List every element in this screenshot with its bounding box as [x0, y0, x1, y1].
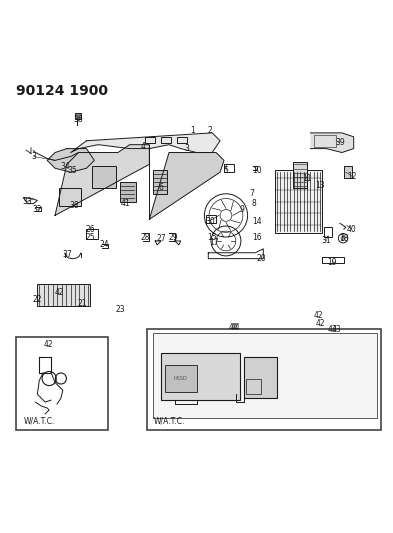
Text: 29: 29: [168, 232, 178, 241]
Text: 39: 39: [335, 138, 345, 147]
Bar: [37, 284, 90, 306]
Text: 90124 1900: 90124 1900: [16, 84, 108, 98]
Polygon shape: [310, 133, 354, 152]
Bar: [153, 170, 167, 194]
Text: 3: 3: [31, 152, 36, 161]
Text: 23: 23: [115, 305, 125, 314]
Bar: [344, 166, 352, 178]
Text: 40: 40: [347, 225, 356, 233]
Text: 8: 8: [251, 199, 256, 208]
Bar: [244, 357, 277, 398]
Bar: [147, 329, 381, 430]
Text: 42: 42: [316, 319, 325, 328]
Text: 15: 15: [208, 232, 217, 241]
Text: 44: 44: [231, 323, 241, 332]
Text: 44: 44: [229, 323, 239, 332]
Text: 38: 38: [70, 201, 79, 210]
Bar: [153, 333, 377, 418]
Text: HSSD: HSSD: [174, 376, 187, 381]
Bar: [75, 113, 81, 119]
Bar: [165, 365, 196, 392]
Text: 43: 43: [327, 325, 337, 334]
Bar: [293, 163, 307, 188]
Text: 19: 19: [327, 258, 337, 267]
Text: 17: 17: [209, 238, 219, 247]
Bar: [16, 337, 108, 430]
Text: 42: 42: [43, 340, 53, 349]
Text: 12: 12: [347, 172, 356, 181]
Text: 1: 1: [190, 126, 195, 135]
Polygon shape: [71, 133, 220, 152]
Text: 20: 20: [257, 254, 266, 263]
Bar: [324, 227, 332, 237]
Text: W/A.T.C.: W/A.T.C.: [153, 417, 185, 426]
Polygon shape: [149, 152, 224, 220]
Text: 22: 22: [33, 295, 42, 304]
Text: 42: 42: [314, 311, 323, 320]
Bar: [92, 166, 116, 188]
Text: 41: 41: [121, 199, 130, 208]
Text: 25: 25: [86, 232, 95, 241]
Text: 30: 30: [206, 217, 215, 226]
Text: 14: 14: [253, 217, 262, 226]
Text: 13: 13: [316, 181, 325, 190]
Text: 4: 4: [141, 142, 146, 151]
Text: 5: 5: [224, 166, 228, 175]
Text: 34: 34: [60, 162, 70, 171]
Text: 37: 37: [62, 250, 72, 259]
Text: 31: 31: [321, 237, 331, 246]
Text: 21: 21: [78, 300, 87, 308]
Bar: [145, 137, 155, 143]
Bar: [314, 135, 336, 147]
Text: 43: 43: [331, 325, 341, 334]
Text: 16: 16: [253, 232, 262, 241]
Bar: [275, 170, 322, 233]
Text: 27: 27: [156, 235, 166, 244]
Polygon shape: [47, 149, 94, 172]
Text: 9: 9: [239, 205, 244, 214]
Bar: [59, 188, 81, 206]
Text: 6: 6: [159, 183, 163, 192]
Bar: [206, 215, 216, 223]
Text: 35: 35: [68, 166, 77, 175]
Text: W/A.T.C.: W/A.T.C.: [24, 417, 55, 426]
Text: 24: 24: [99, 240, 109, 249]
Text: 33: 33: [23, 197, 32, 206]
Text: 3: 3: [184, 144, 189, 153]
Text: 32: 32: [33, 205, 42, 214]
Text: 42: 42: [54, 287, 64, 296]
Bar: [177, 137, 187, 143]
Text: 7: 7: [249, 189, 254, 198]
Text: 10: 10: [253, 166, 262, 175]
Text: 18: 18: [339, 235, 349, 244]
Text: 11: 11: [302, 174, 311, 183]
Bar: [224, 164, 234, 172]
Text: 26: 26: [86, 225, 95, 233]
Bar: [161, 353, 240, 400]
Bar: [246, 378, 261, 394]
Text: 2: 2: [208, 126, 213, 135]
Bar: [86, 229, 98, 239]
Text: 28: 28: [141, 232, 150, 241]
Bar: [120, 182, 136, 201]
Bar: [161, 137, 171, 143]
Polygon shape: [55, 144, 149, 215]
Text: 36: 36: [74, 115, 83, 124]
